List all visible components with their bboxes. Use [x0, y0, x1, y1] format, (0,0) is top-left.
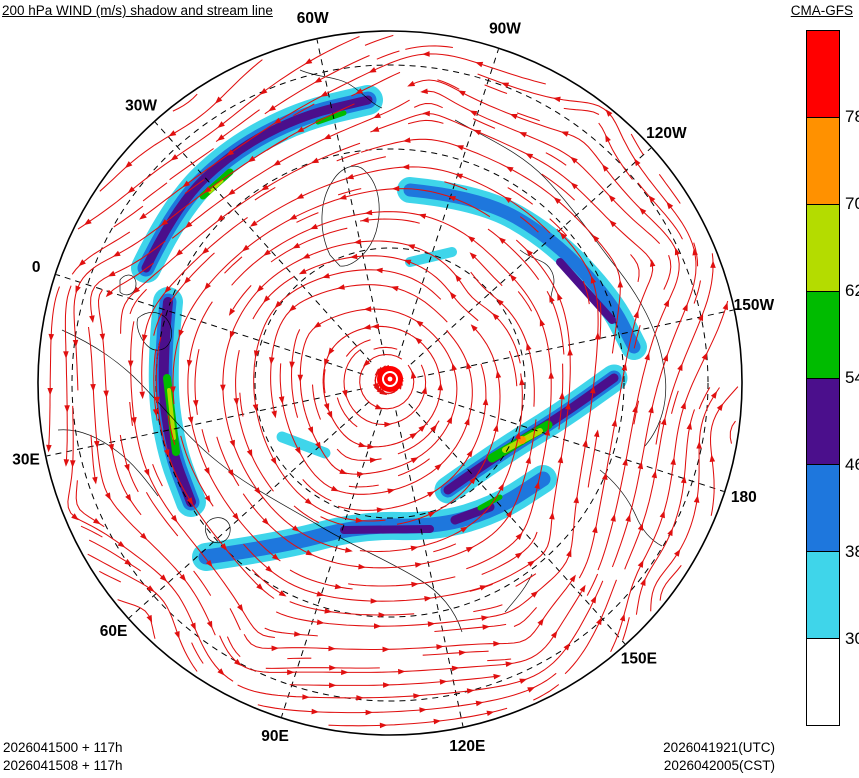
map-content	[45, 34, 739, 729]
colorbar-segment-30-38	[807, 552, 839, 640]
polar-vortex-core	[377, 366, 403, 392]
lon-label-60E: 60E	[100, 623, 128, 640]
graticule	[45, 38, 735, 728]
valid-time-cst: 2026042005(CST)	[663, 758, 775, 773]
colorbar-tick-30: 30	[845, 629, 859, 648]
streamline-arrows	[46, 51, 728, 729]
valid-time-utc: 2026041921(UTC)	[663, 740, 775, 755]
colorbar-segment-46-54	[807, 378, 839, 466]
init-time-cst: 2026041508 + 117h	[3, 758, 123, 773]
coastlines	[57, 69, 667, 633]
lon-label-30W: 30W	[125, 98, 157, 115]
colorbar-segment-38-46	[807, 465, 839, 553]
chart-title: 200 hPa WIND (m/s) shadow and stream lin…	[2, 3, 273, 18]
colorbar-segment-54-62	[807, 291, 839, 379]
colorbar-tick-46: 46	[845, 455, 859, 474]
colorbar	[806, 30, 840, 726]
colorbar-segment-62-70	[807, 204, 839, 292]
colorbar-tick-62: 62	[845, 281, 859, 300]
lon-label-150E: 150E	[621, 650, 657, 667]
colorbar-segment-70-78	[807, 117, 839, 205]
lon-label-90W: 90W	[489, 20, 521, 37]
colorbar-tick-38: 38	[845, 542, 859, 561]
lon-label-150W: 150W	[734, 297, 775, 314]
init-time-utc: 2026041500 + 117h	[3, 740, 123, 755]
colorbar-tick-78: 78	[845, 107, 859, 126]
map-boundary	[37, 30, 743, 736]
lon-label-30E: 30E	[12, 451, 40, 468]
lon-label-0: 0	[32, 259, 41, 276]
colorbar-tick-54: 54	[845, 368, 859, 387]
lon-label-180: 180	[731, 489, 757, 506]
colorbar-segment-<30	[807, 639, 839, 725]
colorbar-segment->78	[807, 31, 839, 118]
model-label: CMA-GFS	[790, 3, 853, 18]
lon-label-120E: 120E	[449, 738, 485, 755]
lon-label-60W: 60W	[297, 10, 329, 27]
lon-label-90E: 90E	[261, 728, 289, 745]
lon-label-120W: 120W	[646, 125, 687, 142]
colorbar-tick-70: 70	[845, 194, 859, 213]
